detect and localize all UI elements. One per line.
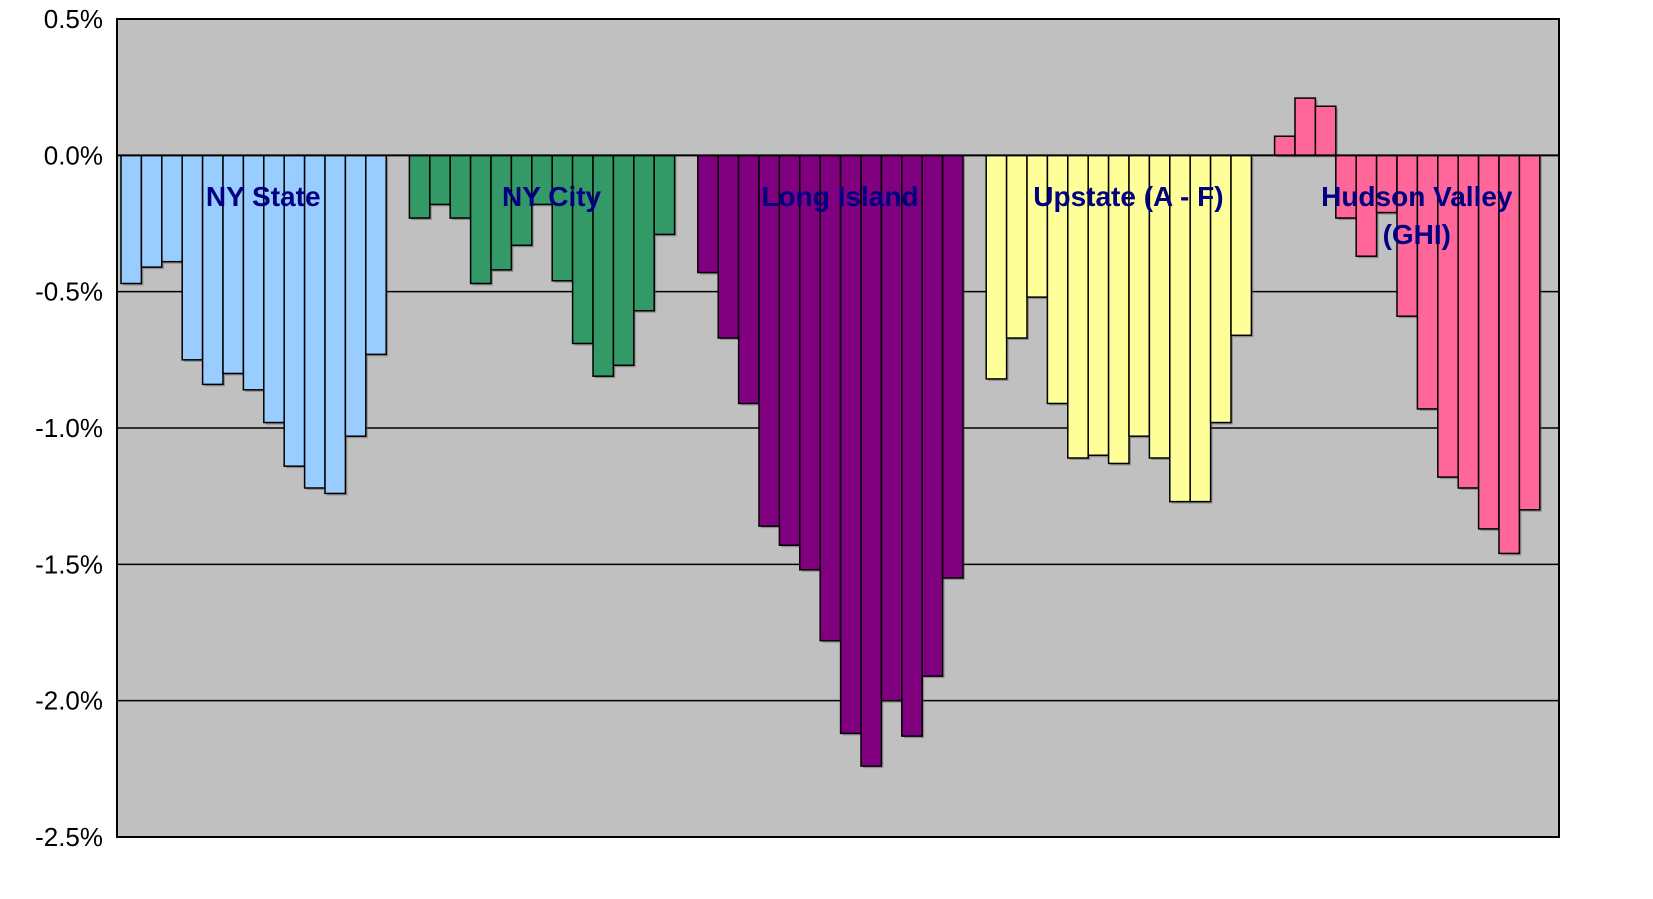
bar (612, 154, 635, 367)
bar (1518, 154, 1541, 511)
y-tick-label: -2.5% (35, 822, 103, 852)
series-label: NY State (206, 181, 321, 212)
bar (449, 154, 472, 219)
series-label: Hudson Valley (1321, 181, 1513, 212)
bar (1230, 154, 1253, 337)
bar (181, 154, 204, 361)
bar (490, 154, 513, 271)
bar (551, 154, 574, 282)
bar (344, 154, 367, 437)
bar (1005, 154, 1028, 339)
series-label: NY City (502, 181, 601, 212)
bar (839, 154, 862, 735)
bar (324, 154, 347, 495)
bar (633, 154, 655, 312)
y-tick-label: -1.5% (35, 549, 103, 579)
bar (737, 154, 760, 405)
y-tick-label: -0.5% (35, 277, 103, 307)
series-label: Upstate (A - F) (1033, 181, 1223, 212)
y-tick-label: 0.5% (44, 4, 103, 34)
bar (653, 154, 676, 236)
bar (408, 154, 431, 219)
bar (365, 154, 387, 356)
y-axis-ticks: 0.5% 0.0% -0.5% -1.0% -1.5% -2.0% -2.5% (35, 4, 103, 852)
bar (140, 154, 163, 268)
bar (880, 154, 903, 702)
bar (985, 154, 1008, 380)
bar (941, 154, 964, 579)
bar (1294, 97, 1317, 157)
series-label: (GHI) (1383, 219, 1451, 250)
y-tick-label: 0.0% (44, 140, 103, 170)
group-labels: NY State NY City Long Island Upstate (A - F… (206, 181, 1513, 250)
bar (860, 154, 883, 767)
bar (921, 154, 944, 677)
y-tick-label: -1.0% (35, 413, 103, 443)
bar (429, 154, 451, 206)
bar (161, 154, 183, 263)
bar (799, 154, 821, 571)
series-label: Long Island (761, 181, 918, 212)
bar (717, 154, 740, 339)
bar (1273, 135, 1296, 157)
bar (469, 154, 492, 285)
bar (120, 154, 143, 285)
bar (901, 154, 923, 737)
bar (819, 154, 842, 642)
bar (1314, 105, 1337, 157)
bar (1026, 154, 1049, 298)
y-tick-label: -2.0% (35, 686, 103, 716)
bar (1498, 154, 1521, 555)
bar (697, 154, 719, 274)
bar (778, 154, 801, 546)
